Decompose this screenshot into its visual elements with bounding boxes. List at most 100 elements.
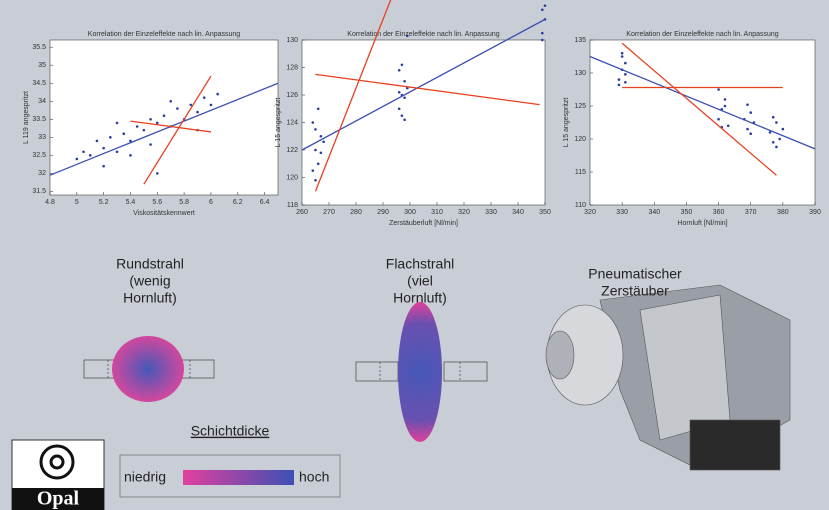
x-tick-label: 6.2 (233, 199, 243, 206)
point (89, 154, 92, 157)
y-tick-label: 32.5 (32, 152, 46, 159)
y-tick-label: 35.5 (32, 44, 46, 51)
point (618, 78, 621, 81)
label: Hornluft) (393, 290, 447, 306)
point (398, 69, 401, 72)
point (544, 4, 547, 7)
y-axis-label: L 15 angespritzt (563, 98, 570, 148)
point (746, 103, 749, 106)
y-tick-label: 33 (38, 134, 46, 141)
x-tick-label: 300 (404, 209, 416, 216)
point (398, 91, 401, 94)
x-tick-label: 330 (485, 209, 497, 216)
point (156, 122, 159, 125)
point (727, 125, 730, 128)
x-tick-label: 6.4 (260, 199, 270, 206)
point (156, 172, 159, 175)
y-axis-label: L 119 angespritzt (23, 91, 30, 144)
y-tick-label: 115 (575, 169, 586, 176)
point (401, 63, 404, 66)
point (109, 136, 112, 139)
x-axis-label: Hornluft [Nl/min] (677, 220, 727, 227)
logo-icon (41, 446, 73, 478)
point (403, 118, 406, 121)
logo: Opal (12, 440, 104, 510)
y-tick-label: 125 (574, 103, 586, 110)
label: (wenig (129, 273, 170, 289)
point (541, 39, 544, 42)
point (196, 111, 199, 114)
point (778, 138, 781, 141)
page: Opal Rundstrahl (wenig Hornluft) Flachst… (0, 0, 829, 510)
x-tick-label: 340 (648, 209, 660, 216)
spray-round (112, 336, 184, 402)
point (775, 146, 778, 149)
point (724, 98, 727, 101)
y-tick-label: 130 (286, 37, 298, 44)
x-tick-label: 260 (296, 209, 308, 216)
point (116, 150, 119, 153)
chart-title: Korrelation der Einzeleffekte nach lin. … (347, 31, 500, 38)
point (314, 149, 317, 152)
point (749, 111, 752, 114)
point (772, 141, 775, 144)
x-tick-label: 380 (777, 209, 789, 216)
point (129, 154, 132, 157)
x-axis-label: Viskositätskennwert (133, 210, 195, 217)
point (717, 118, 720, 121)
x-tick-label: 6 (209, 199, 213, 206)
y-tick-label: 126 (286, 92, 298, 99)
x-tick-label: 370 (745, 209, 757, 216)
x-tick-label: 390 (809, 209, 821, 216)
point (406, 35, 409, 38)
point (102, 165, 105, 168)
point (102, 147, 105, 150)
point (401, 114, 404, 117)
label: Flachstrahl (386, 256, 454, 272)
x-tick-label: 5.4 (126, 199, 136, 206)
point (176, 107, 179, 110)
y-tick-label: 120 (574, 136, 586, 143)
y-tick-label: 33.5 (32, 116, 46, 123)
x-axis-label: Zerstäuberluft [Nl/min] (389, 220, 458, 227)
plot-area (590, 40, 815, 205)
plot-area (302, 40, 545, 205)
point (314, 128, 317, 131)
point (317, 107, 320, 110)
y-tick-label: 120 (286, 174, 298, 181)
y-tick-label: 118 (287, 202, 298, 209)
label: (viel (407, 273, 433, 289)
y-tick-label: 122 (286, 147, 298, 154)
point (724, 105, 727, 108)
gun-base (690, 420, 780, 470)
chart-title: Korrelation der Einzeleffekte nach lin. … (626, 31, 779, 38)
point (541, 32, 544, 35)
point (541, 8, 544, 11)
point (618, 84, 621, 87)
point (312, 121, 315, 124)
y-tick-label: 34.5 (32, 80, 46, 87)
label: Zerstäuber (601, 283, 669, 299)
point (312, 169, 315, 172)
nozzle-box (444, 362, 487, 381)
point (203, 96, 206, 99)
nozzle-box (356, 362, 398, 381)
x-tick-label: 5.6 (152, 199, 162, 206)
point (621, 55, 624, 58)
label: Hornluft) (123, 290, 177, 306)
point (322, 140, 325, 143)
point (749, 132, 752, 135)
x-tick-label: 350 (681, 209, 693, 216)
point (624, 81, 627, 84)
point (772, 116, 775, 119)
chart: Korrelation der Einzeleffekte nach lin. … (563, 31, 821, 227)
y-tick-label: 35 (38, 62, 46, 69)
x-tick-label: 280 (350, 209, 362, 216)
point (82, 150, 85, 153)
point (317, 162, 320, 165)
x-tick-label: 360 (713, 209, 725, 216)
x-tick-label: 310 (431, 209, 443, 216)
y-tick-label: 31.5 (32, 188, 46, 195)
legend-low: niedrig (124, 469, 166, 485)
spray-flat (398, 302, 442, 442)
